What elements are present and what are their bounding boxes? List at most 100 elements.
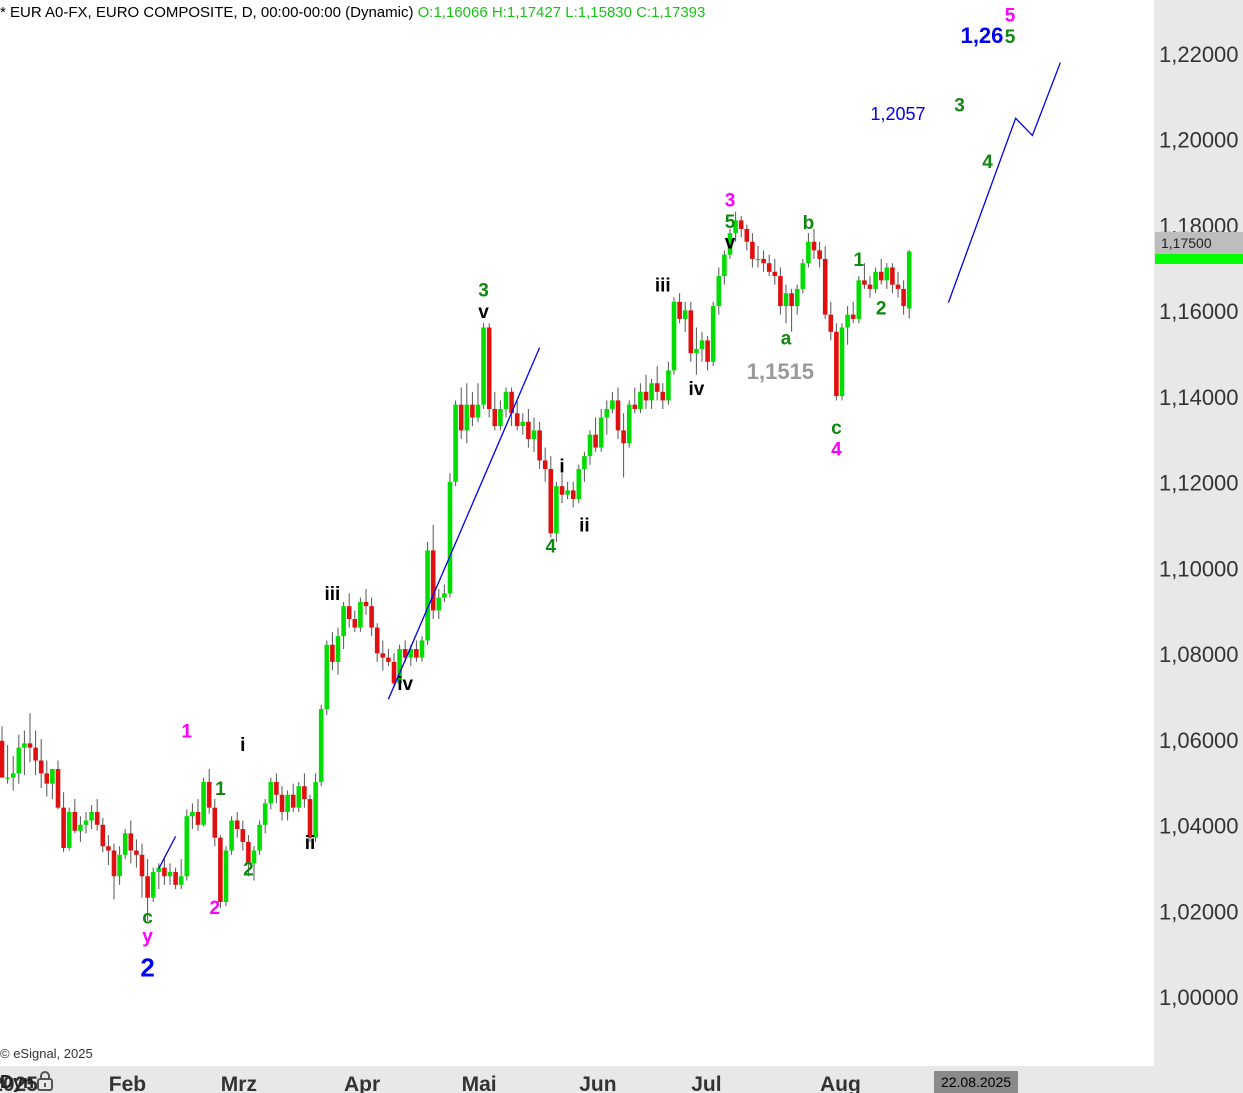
candle — [178, 859, 184, 890]
candle — [100, 817, 106, 853]
wave-annotations: cy211i22iiiiiiv3v4iiiiiiiv35vba1,1515c41… — [140, 5, 1015, 982]
candle — [862, 263, 867, 289]
candle — [766, 254, 772, 277]
wave-label: 1 — [854, 250, 865, 271]
wave-label: iv — [397, 674, 413, 695]
candle — [218, 835, 223, 908]
candle — [240, 820, 246, 851]
wave-label: 1,1515 — [747, 359, 814, 384]
trend-line — [387, 347, 541, 700]
wave-label: y — [142, 926, 153, 947]
candle — [0, 726, 5, 778]
candle — [895, 271, 901, 298]
wave-label: b — [803, 213, 815, 234]
wave-label: 5 — [1005, 27, 1016, 48]
candle — [710, 301, 716, 367]
candle — [274, 773, 279, 804]
candle — [789, 288, 794, 332]
candle — [565, 481, 570, 499]
copyright-text: © eSignal, 2025 — [0, 1046, 93, 1061]
wave-label: ii — [579, 516, 590, 537]
wave-label: ii — [305, 833, 316, 854]
wave-label: 1 — [182, 721, 193, 742]
wave-label: 2 — [210, 898, 221, 919]
candle — [22, 730, 27, 776]
candle — [727, 228, 733, 259]
candle — [761, 250, 766, 272]
wave-projection-line — [947, 62, 1062, 303]
candle — [621, 413, 626, 478]
candle — [380, 640, 386, 671]
candle — [302, 773, 307, 808]
candle — [503, 387, 509, 418]
candle — [55, 760, 61, 810]
wave-label: 3 — [478, 281, 489, 302]
candle — [414, 640, 419, 662]
candle — [184, 809, 190, 881]
candle — [598, 408, 604, 452]
candle — [750, 233, 755, 268]
candle — [587, 430, 593, 465]
wave-label: iv — [688, 379, 704, 400]
candle — [806, 233, 811, 268]
candle — [615, 387, 621, 439]
wave-label: v — [725, 233, 736, 254]
candle — [537, 421, 542, 469]
candle — [470, 391, 475, 427]
candle — [822, 246, 828, 319]
wave-label: c — [831, 418, 842, 439]
candle — [744, 224, 750, 251]
candle — [38, 739, 44, 788]
candle — [694, 327, 699, 375]
candle — [526, 408, 531, 448]
wave-label: 2 — [876, 299, 887, 320]
candle — [369, 597, 374, 637]
wave-label: 3 — [725, 191, 736, 212]
candle — [604, 400, 610, 435]
crosshair-date-box: 22.08.2025 — [934, 1071, 1018, 1093]
candle — [201, 777, 206, 827]
candle — [346, 593, 352, 628]
candle — [386, 649, 391, 667]
candle — [16, 734, 22, 784]
current-price-marker — [1155, 254, 1243, 264]
dynamic-mode-label[interactable]: Dyn — [0, 1072, 35, 1092]
candle — [89, 805, 94, 830]
candle — [643, 374, 649, 409]
candle — [548, 456, 554, 538]
candle — [794, 284, 800, 315]
candle — [828, 301, 834, 341]
time-axis[interactable] — [0, 1066, 1243, 1093]
candle — [481, 323, 486, 409]
lock-icon[interactable] — [35, 1070, 55, 1092]
candle — [307, 794, 313, 842]
candle — [705, 336, 710, 371]
candle — [134, 839, 139, 868]
candle — [632, 387, 638, 414]
candle — [906, 250, 912, 319]
candle — [139, 843, 145, 898]
candle — [145, 859, 150, 921]
wave-label: a — [781, 329, 792, 350]
candle — [78, 816, 83, 842]
candle — [313, 773, 318, 842]
candle — [873, 267, 878, 294]
candle — [778, 267, 783, 315]
candle — [492, 391, 498, 431]
wave-label: iii — [655, 275, 671, 296]
candle — [856, 276, 862, 324]
candle — [279, 786, 285, 821]
price-axis[interactable] — [1154, 0, 1243, 1066]
candle — [733, 211, 738, 242]
candle — [559, 473, 565, 504]
wave-label: 4 — [546, 537, 557, 558]
candle — [268, 777, 274, 810]
candle — [666, 361, 671, 405]
trend-line — [158, 836, 177, 869]
candle — [755, 246, 761, 268]
candle — [582, 451, 587, 482]
candle — [520, 413, 526, 435]
candle — [509, 387, 514, 427]
candle — [699, 331, 705, 362]
candle — [425, 541, 430, 645]
